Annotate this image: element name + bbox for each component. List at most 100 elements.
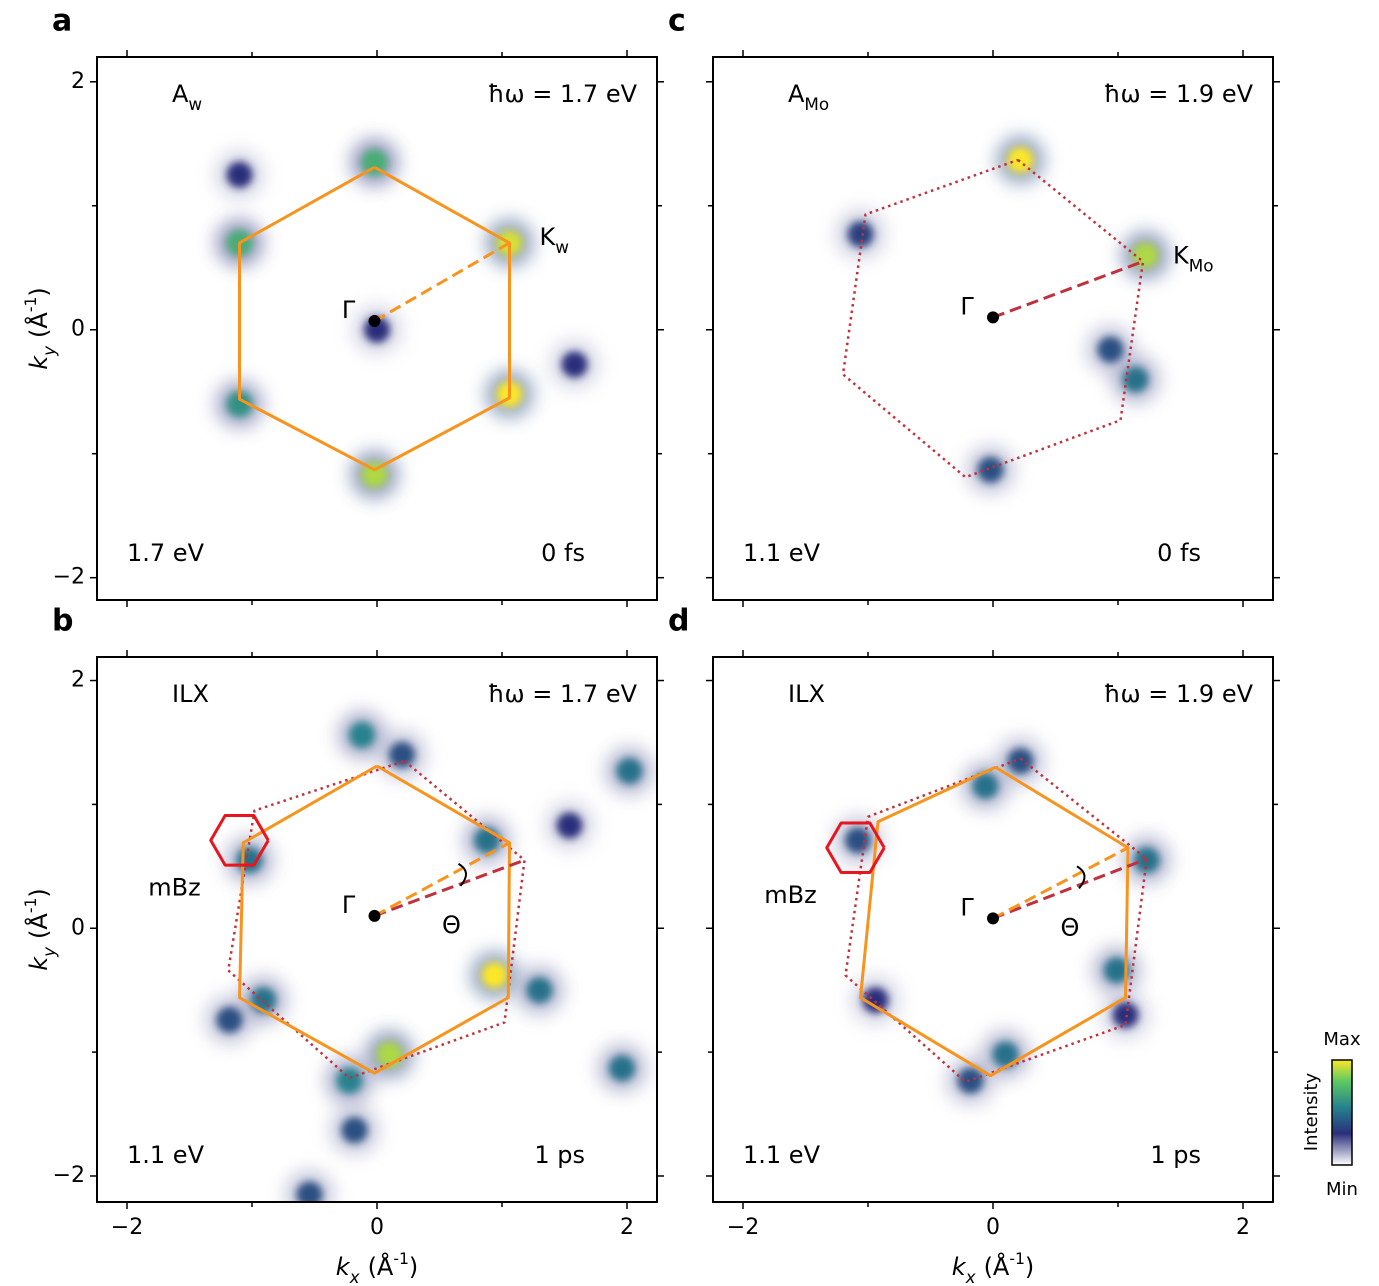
spot	[336, 1067, 363, 1094]
theta-label: Θ	[1061, 913, 1080, 941]
spot	[216, 1006, 243, 1033]
spot	[1007, 748, 1034, 775]
plot-area	[836, 135, 1170, 494]
x-axis-label-part: x	[349, 1267, 361, 1286]
spot	[341, 1117, 368, 1144]
spot	[389, 741, 415, 768]
dotted-line	[841, 158, 1145, 479]
dashed-line	[373, 241, 511, 323]
photon-energy: ħω = 1.7 eV	[488, 680, 638, 708]
spot	[296, 1181, 323, 1202]
dotted-line	[227, 759, 526, 1080]
y-tick-label: −2	[53, 565, 85, 590]
panel-label: b	[52, 604, 73, 639]
spot	[1097, 336, 1124, 363]
spot	[862, 987, 889, 1014]
dashed-line	[992, 260, 1144, 319]
gamma-point	[987, 912, 999, 925]
dashed-line	[373, 858, 526, 918]
plot-frame	[712, 56, 1274, 601]
spot	[556, 812, 583, 839]
plot-area	[205, 711, 654, 1202]
y-axis-label-part: y	[39, 345, 59, 357]
spot	[1112, 1001, 1139, 1028]
y-axis-label-part: -1	[22, 898, 40, 914]
x-axis-label-part: (Å	[984, 1252, 1010, 1281]
dotted-line	[844, 757, 1148, 1084]
k-label: Kw	[540, 223, 570, 257]
colorbar-min: Min	[1326, 1179, 1358, 1200]
species-label: ILX	[788, 680, 825, 708]
spot	[847, 221, 874, 248]
spot	[236, 847, 263, 874]
mbz-label: mBz	[764, 881, 816, 909]
spot	[1007, 146, 1034, 173]
theta-arc	[457, 863, 467, 887]
species-label: AMo	[788, 80, 829, 114]
photon-energy: ħω = 1.9 eV	[1104, 680, 1254, 708]
spot	[481, 962, 508, 989]
species-label-part: ILX	[788, 680, 825, 708]
gamma-label: Γ	[960, 292, 974, 320]
delay-label: 0 fs	[541, 539, 585, 567]
solid-line	[825, 821, 886, 875]
y-axis-label-part: k	[25, 355, 53, 370]
x-axis-label: kx (Å-1)	[336, 1250, 419, 1286]
k-label-part: w	[555, 237, 569, 257]
x-axis-label-part: k	[336, 1253, 351, 1281]
energy-label: 1.1 eV	[127, 1141, 205, 1169]
k-label-part: K	[1173, 242, 1190, 270]
plot-area	[825, 737, 1171, 1105]
photon-energy: ħω = 1.9 eV	[1104, 80, 1254, 108]
gamma-point	[987, 311, 999, 324]
plot-area	[215, 138, 599, 499]
y-tick-label: −2	[53, 1163, 85, 1188]
dashed-line	[992, 846, 1129, 920]
y-axis-label-part: )	[25, 287, 53, 296]
panel-label: c	[668, 4, 686, 39]
x-axis-label-part: k	[952, 1253, 967, 1281]
spot	[361, 149, 388, 176]
x-axis-label-part: )	[409, 1253, 418, 1281]
energy-label: 1.1 eV	[743, 1141, 821, 1169]
x-tick-label: 0	[370, 1215, 384, 1240]
species-label: ILX	[172, 680, 209, 708]
x-axis-label-part: x	[965, 1267, 977, 1286]
species-label-part: A	[172, 80, 189, 108]
x-axis-label-part: -1	[1009, 1250, 1025, 1268]
x-axis-label-part: -1	[393, 1250, 409, 1268]
k-label-part: Mo	[1189, 256, 1214, 276]
spot	[845, 827, 871, 854]
y-axis-label-part: (Å	[24, 913, 53, 939]
y-axis-label: ky (Å-1)	[22, 888, 60, 971]
x-tick-label: −2	[727, 1215, 759, 1240]
species-label-part: Mo	[804, 94, 829, 114]
x-tick-label: 2	[620, 1215, 634, 1240]
colorbar-max: Max	[1323, 1029, 1361, 1050]
spot	[526, 977, 553, 1004]
spot	[226, 391, 253, 418]
gamma-point	[368, 909, 381, 922]
spot	[1122, 366, 1149, 393]
y-tick-label: 2	[71, 668, 85, 693]
colorbar	[1331, 1059, 1353, 1166]
mbz-label: mBz	[148, 873, 200, 901]
spot	[977, 456, 1004, 483]
x-axis-label-part: )	[1025, 1253, 1034, 1281]
dashed-line	[992, 857, 1148, 920]
y-axis-label-part: k	[25, 956, 53, 971]
k-label-part: K	[540, 223, 557, 251]
y-tick-label: 2	[71, 69, 85, 94]
k-label: KMo	[1173, 242, 1214, 276]
spot	[361, 461, 388, 488]
solid-line	[238, 764, 511, 1075]
x-tick-label: 0	[986, 1215, 1000, 1240]
delay-label: 1 ps	[534, 1141, 585, 1169]
panel-label: a	[52, 4, 72, 39]
spot	[609, 1055, 635, 1082]
spot	[972, 772, 999, 799]
theta-label: Θ	[442, 911, 461, 939]
delay-label: 1 ps	[1150, 1141, 1201, 1169]
y-axis-label: ky (Å-1)	[22, 287, 60, 370]
